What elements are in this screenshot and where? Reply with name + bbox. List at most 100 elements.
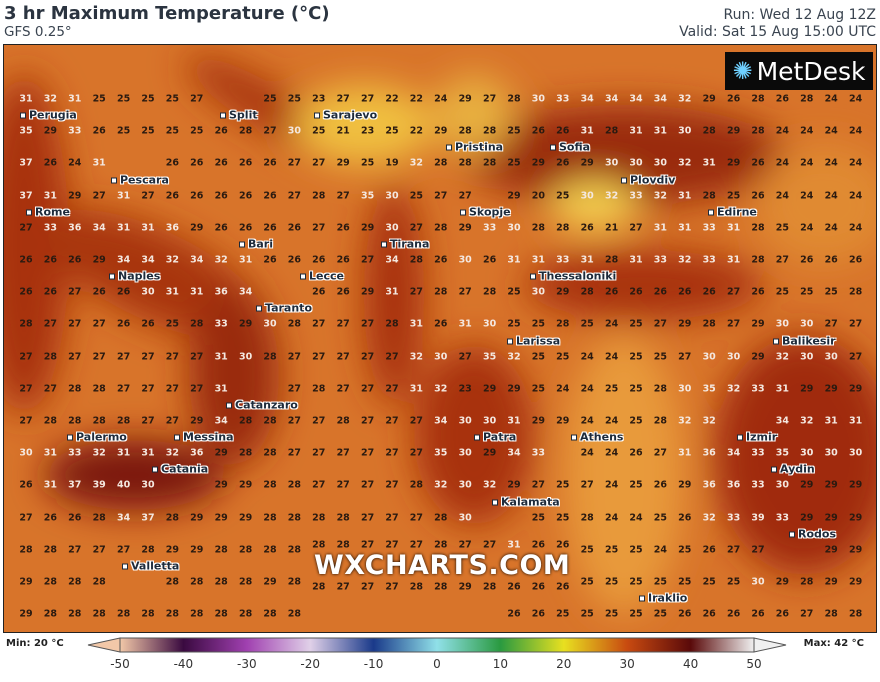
grid-value: 28	[238, 576, 253, 588]
grid-value: 30	[531, 286, 546, 298]
grid-value: 31	[214, 351, 228, 363]
grid-value: 28	[312, 581, 326, 593]
city-marker-icon	[220, 112, 226, 119]
grid-value: 25	[580, 608, 594, 620]
grid-value: 29	[43, 125, 58, 137]
grid-value: 24	[604, 447, 619, 459]
grid-value: 32	[434, 383, 448, 395]
grid-value: 28	[434, 157, 448, 169]
colorbar-tick-label: -20	[300, 657, 320, 671]
grid-value: 26	[482, 254, 497, 266]
grid-value: 31	[43, 479, 58, 491]
grid-value: 28	[604, 254, 619, 266]
grid-value: 28	[848, 608, 863, 620]
grid-value: 36	[726, 479, 741, 491]
grid-value: 31	[141, 447, 155, 459]
city-name: Sofia	[559, 140, 591, 154]
grid-value: 25	[629, 608, 643, 620]
grid-value: 28	[214, 544, 228, 556]
grid-value: 25	[507, 157, 521, 169]
grid-value: 26	[336, 286, 350, 298]
grid-value: 32	[775, 351, 790, 363]
grid-value: 24	[604, 479, 619, 491]
grid-value: 29	[92, 254, 106, 266]
temperature-map[interactable]: 31 32 31 25 25 25 25 27 25 25 23 27 27 22 22 24 29 27 28 30…	[3, 44, 877, 633]
grid-value: 27	[141, 351, 155, 363]
city-name: Thessaloniki	[539, 269, 617, 283]
grid-value: 22	[409, 125, 424, 137]
city-name: Iraklio	[648, 591, 688, 605]
grid-value: 32	[678, 254, 692, 266]
city-name: Athens	[580, 430, 624, 444]
grid-value: 26	[92, 286, 106, 298]
grid-value: 31	[92, 157, 106, 169]
grid-value: 29	[214, 447, 228, 459]
colorbar-tick-label: 20	[556, 657, 572, 671]
grid-value: 22	[409, 93, 424, 105]
grid-value: 24	[800, 125, 814, 137]
grid-value: 29	[238, 318, 253, 330]
grid-value: 26	[214, 125, 228, 137]
grid-value: 29	[678, 479, 692, 491]
grid-value: 26	[68, 254, 82, 266]
grid-value: 31	[190, 286, 204, 298]
grid-value: 27	[336, 581, 350, 593]
grid-value: 33	[629, 190, 643, 202]
grid-value: 26	[702, 608, 716, 620]
grid-value: 29	[360, 286, 375, 298]
grid-value: 27	[726, 544, 741, 556]
grid-value: 25	[116, 93, 131, 105]
grid-value: 31	[19, 93, 33, 105]
grid-value: 30	[385, 222, 399, 234]
grid-value: 27	[165, 415, 180, 427]
grid-value: 32	[702, 415, 716, 427]
city-label: Rome	[26, 205, 70, 218]
grid-value: 32	[92, 447, 106, 459]
city-label: Aydin	[771, 463, 815, 476]
grid-value: 28	[434, 286, 448, 298]
grid-value: 28	[116, 415, 131, 427]
grid-value: 29	[800, 479, 814, 491]
grid-value: 24	[68, 157, 82, 169]
grid-value: 25	[653, 512, 668, 524]
grid-value: 25	[604, 383, 619, 395]
grid-value: 25	[702, 576, 716, 588]
city-marker-icon	[381, 241, 387, 248]
grid-value: 27	[336, 479, 350, 491]
grid-value: 31	[507, 254, 521, 266]
grid-value: 26	[800, 254, 814, 266]
grid-value: 30	[604, 157, 619, 169]
grid-value: 32	[43, 93, 58, 105]
grid-value: 26	[751, 286, 765, 298]
grid-value: 26	[726, 93, 741, 105]
grid-value: 34	[604, 93, 619, 105]
city-name: Skopje	[469, 205, 511, 219]
city-label: Valletta	[122, 559, 179, 572]
grid-value: 25	[141, 93, 155, 105]
grid-value: 29	[800, 383, 814, 395]
grid-value: 27	[116, 351, 131, 363]
grid-value: 27	[800, 608, 814, 620]
grid-value: 26	[580, 222, 594, 234]
grid-value: 28	[434, 222, 448, 234]
city-marker-icon	[492, 499, 498, 505]
grid-value: 28	[751, 93, 765, 105]
grid-value: 28	[68, 383, 82, 395]
city-name: Rodos	[798, 527, 837, 541]
grid-value: 27	[653, 447, 668, 459]
grid-value: 28	[653, 415, 668, 427]
grid-value: 25	[653, 351, 668, 363]
city-name: Rome	[35, 205, 70, 219]
grid-value: 19	[385, 157, 399, 169]
grid-value: 25	[141, 125, 155, 137]
grid-value: 27	[360, 512, 375, 524]
grid-value: 27	[385, 383, 399, 395]
grid-value: 33	[482, 222, 497, 234]
grid-value: 28	[653, 383, 668, 395]
grid-value: 24	[580, 383, 594, 395]
grid-value: 27	[360, 447, 375, 459]
grid-value: 24	[580, 415, 594, 427]
grid-value: 29	[800, 512, 814, 524]
grid-value: 31	[507, 539, 521, 551]
city-marker-icon	[109, 273, 115, 280]
